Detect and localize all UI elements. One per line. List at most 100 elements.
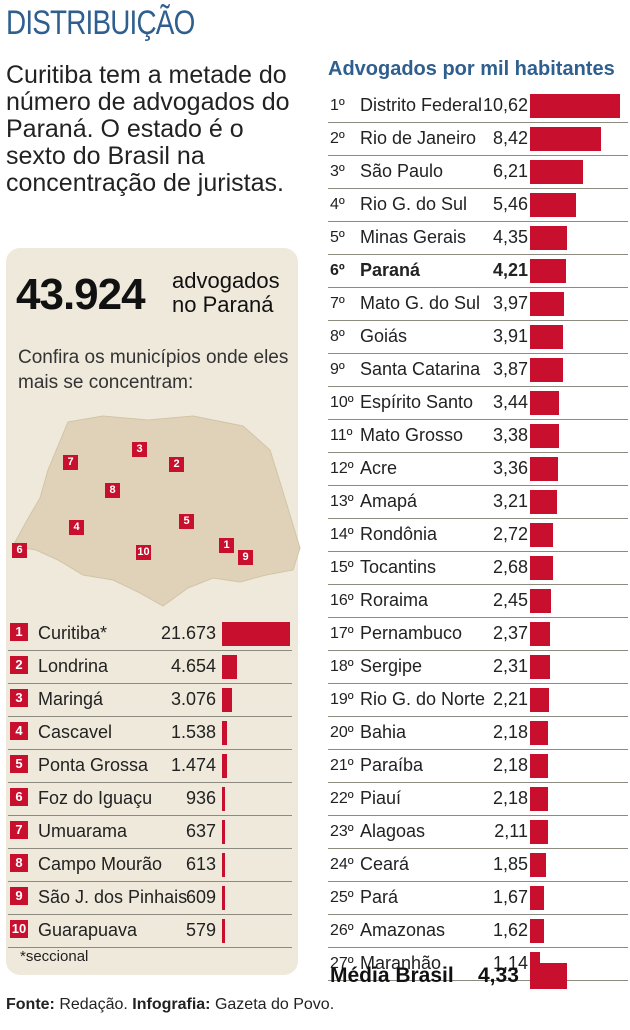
state-bar	[530, 292, 564, 316]
state-value: 3,36	[492, 458, 528, 478]
section-title: DISTRIBUIÇÃO	[6, 4, 195, 42]
state-bar	[530, 127, 601, 151]
state-row: 25º Pará 1,67	[328, 882, 628, 915]
state-row: 1º Distrito Federal 10,62	[328, 90, 628, 123]
state-rank: 25º	[330, 889, 354, 906]
cities-prompt: Confira os municípios onde eles mais se …	[18, 347, 289, 393]
state-value: 2,45	[492, 590, 528, 610]
state-name: Ceará	[360, 854, 410, 874]
city-rank-badge: 4	[10, 722, 28, 740]
state-name: Paraná	[360, 260, 421, 280]
state-bar	[530, 556, 553, 580]
map-marker-4: 4	[69, 520, 84, 535]
state-rank: 17º	[330, 625, 354, 642]
cities-bar-chart: 1 Curitiba* 21.673 2 Londrina 4.654 3 Maringá 3.…	[8, 618, 292, 948]
state-row: 26º Amazonas 1,62	[328, 915, 628, 948]
state-row: 11º Mato Grosso 3,38	[328, 420, 628, 453]
state-bar	[530, 589, 551, 613]
city-bar	[222, 886, 225, 910]
state-bar	[530, 424, 559, 448]
state-value: 1,62	[492, 920, 528, 940]
city-name: Londrina	[38, 656, 109, 676]
average-bar	[530, 963, 567, 989]
state-rank: 5º	[330, 229, 345, 246]
state-name: Distrito Federal	[360, 95, 483, 115]
city-row: 8 Campo Mourão 613	[8, 849, 292, 882]
state-row: 2º Rio de Janeiro 8,42	[328, 123, 628, 156]
state-bar	[530, 820, 548, 844]
state-name: Rio G. do Norte	[360, 689, 486, 709]
state-rank: 13º	[330, 493, 354, 510]
state-name: Minas Gerais	[360, 227, 467, 247]
state-name: Mato Grosso	[360, 425, 464, 445]
map-marker-8: 8	[105, 483, 120, 498]
state-row: 18º Sergipe 2,31	[328, 651, 628, 684]
state-value: 2,68	[492, 557, 528, 577]
state-name: Alagoas	[360, 821, 426, 841]
state-value: 1,85	[492, 854, 528, 874]
state-row: 20º Bahia 2,18	[328, 717, 628, 750]
map-marker-2: 2	[169, 457, 184, 472]
state-rank: 16º	[330, 592, 354, 609]
state-name: Pará	[360, 887, 399, 907]
city-rank-badge: 6	[10, 788, 28, 806]
parana-map: 3 2 7 8 4 5 6 10 1 9	[8, 410, 304, 610]
city-bar	[222, 688, 232, 712]
state-row: 7º Mato G. do Sul 3,97	[328, 288, 628, 321]
state-value: 6,21	[492, 161, 528, 181]
state-value: 1,67	[492, 887, 528, 907]
city-rank-badge: 10	[10, 920, 28, 938]
city-row: 5 Ponta Grossa 1.474	[8, 750, 292, 783]
infographic-value: Gazeta do Povo.	[214, 996, 335, 1013]
state-rank: 12º	[330, 460, 354, 477]
city-row: 7 Umuarama 637	[8, 816, 292, 849]
city-value: 1.538	[170, 722, 216, 742]
state-rank: 8º	[330, 328, 345, 345]
state-name: Espírito Santo	[360, 392, 474, 412]
state-value: 2,18	[492, 755, 528, 775]
state-rank: 1º	[330, 97, 345, 114]
state-row: 12º Acre 3,36	[328, 453, 628, 486]
state-row: 13º Amapá 3,21	[328, 486, 628, 519]
state-name: Mato G. do Sul	[360, 293, 481, 313]
state-row: 4º Rio G. do Sul 5,46	[328, 189, 628, 222]
state-name: Maranhão	[360, 953, 442, 973]
state-bar	[530, 160, 583, 184]
state-bar	[530, 886, 544, 910]
city-bar	[222, 655, 237, 679]
state-bar	[530, 325, 563, 349]
city-row: 1 Curitiba* 21.673	[8, 618, 292, 651]
state-name: São Paulo	[360, 161, 444, 181]
state-rank: 10º	[330, 394, 354, 411]
state-bar	[530, 523, 553, 547]
state-bar	[530, 853, 546, 877]
city-rank-badge: 8	[10, 854, 28, 872]
state-row: 21º Paraíba 2,18	[328, 750, 628, 783]
state-rank: 24º	[330, 856, 354, 873]
state-value: 3,97	[492, 293, 528, 313]
state-rank: 11º	[330, 427, 353, 444]
state-value: 2,11	[494, 821, 528, 841]
total-label-line2: no Paraná	[172, 292, 274, 317]
city-bar	[222, 622, 290, 646]
city-value: 1.474	[170, 755, 216, 775]
city-bar	[222, 754, 227, 778]
city-value: 579	[185, 920, 216, 940]
city-name: Maringá	[38, 689, 104, 709]
city-row: 4 Cascavel 1.538	[8, 717, 292, 750]
state-row: 3º São Paulo 6,21	[328, 156, 628, 189]
state-value: 8,42	[492, 128, 528, 148]
state-row: 6º Paraná 4,21	[328, 255, 628, 288]
map-marker-7: 7	[63, 455, 78, 470]
state-rank: 21º	[330, 757, 354, 774]
state-value: 5,46	[492, 194, 528, 214]
state-bar	[530, 457, 558, 481]
state-value: 2,18	[492, 788, 528, 808]
state-bar	[530, 787, 548, 811]
city-row: 2 Londrina 4.654	[8, 651, 292, 684]
state-rank: 2º	[330, 130, 345, 147]
city-bar	[222, 820, 225, 844]
state-bar	[530, 688, 549, 712]
average-value: 4,33	[478, 964, 519, 987]
city-name: São J. dos Pinhais	[38, 887, 188, 907]
